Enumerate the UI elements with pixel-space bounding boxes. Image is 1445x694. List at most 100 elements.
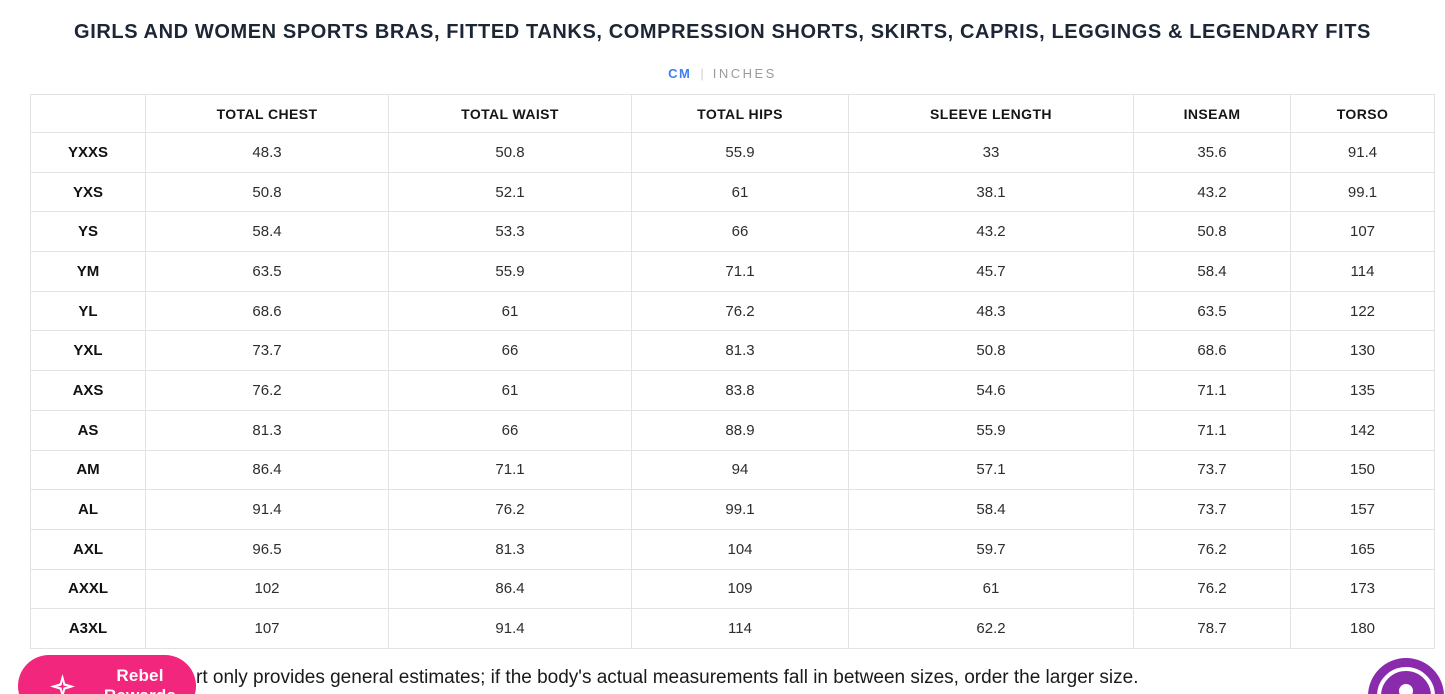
- measurement-cell: 66: [388, 409, 632, 451]
- measurement-cell: 50.8: [1133, 211, 1291, 253]
- measurement-cell: 78.7: [1133, 608, 1291, 649]
- measurement-cell: 157: [1290, 489, 1435, 530]
- size-chart-table: TOTAL CHEST TOTAL WAIST TOTAL HIPS SLEEVE L…: [30, 94, 1435, 649]
- measurement-cell: 107: [1290, 211, 1435, 253]
- size-label: YXXS: [30, 132, 146, 173]
- size-label: AS: [30, 409, 146, 451]
- size-note-text: rt only provides general estimates; if t…: [196, 667, 1139, 688]
- measurement-cell: 107: [145, 608, 389, 649]
- size-label: YM: [30, 251, 146, 292]
- size-label: AXXL: [30, 568, 146, 610]
- measurement-cell: 102: [145, 568, 389, 610]
- unit-option-cm[interactable]: CM: [668, 66, 692, 81]
- measurement-cell: 180: [1290, 608, 1435, 649]
- measurement-cell: 57.1: [848, 449, 1134, 491]
- measurement-cell: 114: [1290, 251, 1435, 292]
- accessibility-widget-button[interactable]: [1368, 658, 1444, 694]
- size-label: AL: [30, 489, 146, 530]
- measurement-cell: 99.1: [1290, 171, 1435, 213]
- measurement-cell: 58.4: [145, 211, 389, 253]
- measurement-cell: 55.9: [388, 251, 632, 292]
- measurement-cell: 43.2: [1133, 171, 1291, 213]
- table-row: AL 91.4 76.2 99.1 58.4 73.7 157: [30, 489, 1435, 530]
- accessibility-person-icon: [1368, 658, 1444, 694]
- measurement-cell: 71.1: [1133, 370, 1291, 411]
- measurement-cell: 71.1: [388, 449, 632, 491]
- size-label: YXL: [30, 330, 146, 372]
- table-row: AXXL 102 86.4 109 61 76.2 173: [30, 568, 1435, 610]
- rebel-rewards-button[interactable]: Rebel Rewards: [18, 655, 196, 694]
- measurement-cell: 35.6: [1133, 132, 1291, 173]
- measurement-cell: 76.2: [631, 290, 849, 332]
- measurement-cell: 50.8: [145, 171, 389, 213]
- table-row: YL 68.6 61 76.2 48.3 63.5 122: [30, 290, 1435, 332]
- column-header: INSEAM: [1133, 94, 1291, 133]
- measurement-cell: 76.2: [1133, 528, 1291, 570]
- measurement-cell: 63.5: [1133, 290, 1291, 332]
- table-row: YS 58.4 53.3 66 43.2 50.8 107: [30, 211, 1435, 253]
- measurement-cell: 76.2: [145, 370, 389, 411]
- measurement-cell: 48.3: [848, 290, 1134, 332]
- measurement-cell: 91.4: [145, 489, 389, 530]
- table-row: AXS 76.2 61 83.8 54.6 71.1 135: [30, 370, 1435, 411]
- measurement-cell: 130: [1290, 330, 1435, 372]
- size-label: A3XL: [30, 608, 146, 649]
- page-title: GIRLS AND WOMEN SPORTS BRAS, FITTED TANK…: [74, 21, 1371, 43]
- measurement-cell: 99.1: [631, 489, 849, 530]
- measurement-cell: 86.4: [145, 449, 389, 491]
- measurement-cell: 43.2: [848, 211, 1134, 253]
- measurement-cell: 54.6: [848, 370, 1134, 411]
- table-row: AS 81.3 66 88.9 55.9 71.1 142: [30, 409, 1435, 451]
- table-row: YM 63.5 55.9 71.1 45.7 58.4 114: [30, 251, 1435, 292]
- table-row: AXL 96.5 81.3 104 59.7 76.2 165: [30, 528, 1435, 570]
- measurement-cell: 66: [631, 211, 849, 253]
- column-header: TORSO: [1290, 94, 1435, 133]
- size-label: AM: [30, 449, 146, 491]
- measurement-cell: 96.5: [145, 528, 389, 570]
- measurement-cell: 81.3: [145, 409, 389, 451]
- measurement-cell: 91.4: [1290, 132, 1435, 173]
- measurement-cell: 142: [1290, 409, 1435, 451]
- measurement-cell: 58.4: [1133, 251, 1291, 292]
- measurement-cell: 173: [1290, 568, 1435, 610]
- measurement-cell: 68.6: [1133, 330, 1291, 372]
- table-row: YXS 50.8 52.1 61 38.1 43.2 99.1: [30, 171, 1435, 213]
- measurement-cell: 114: [631, 608, 849, 649]
- measurement-cell: 55.9: [848, 409, 1134, 451]
- table-row: YXL 73.7 66 81.3 50.8 68.6 130: [30, 330, 1435, 372]
- measurement-cell: 59.7: [848, 528, 1134, 570]
- measurement-cell: 62.2: [848, 608, 1134, 649]
- unit-toggle-separator: |: [700, 66, 704, 81]
- measurement-cell: 150: [1290, 449, 1435, 491]
- sparkle-star-icon: [50, 673, 75, 694]
- measurement-cell: 109: [631, 568, 849, 610]
- measurement-cell: 55.9: [631, 132, 849, 173]
- table-row: YXXS 48.3 50.8 55.9 33 35.6 91.4: [30, 132, 1435, 173]
- measurement-cell: 66: [388, 330, 632, 372]
- measurement-cell: 58.4: [848, 489, 1134, 530]
- measurement-cell: 73.7: [145, 330, 389, 372]
- measurement-cell: 73.7: [1133, 489, 1291, 530]
- measurement-cell: 53.3: [388, 211, 632, 253]
- measurement-cell: 81.3: [388, 528, 632, 570]
- rewards-button-label: Rebel Rewards: [104, 666, 176, 694]
- measurement-cell: 71.1: [1133, 409, 1291, 451]
- measurement-cell: 76.2: [1133, 568, 1291, 610]
- size-label: YL: [30, 290, 146, 332]
- measurement-cell: 71.1: [631, 251, 849, 292]
- size-label: AXS: [30, 370, 146, 411]
- measurement-cell: 45.7: [848, 251, 1134, 292]
- measurement-cell: 38.1: [848, 171, 1134, 213]
- measurement-cell: 48.3: [145, 132, 389, 173]
- measurement-cell: 76.2: [388, 489, 632, 530]
- measurement-cell: 104: [631, 528, 849, 570]
- measurement-cell: 135: [1290, 370, 1435, 411]
- size-label: YS: [30, 211, 146, 253]
- measurement-cell: 52.1: [388, 171, 632, 213]
- measurement-cell: 81.3: [631, 330, 849, 372]
- measurement-cell: 88.9: [631, 409, 849, 451]
- measurement-cell: 50.8: [388, 132, 632, 173]
- column-header: TOTAL WAIST: [388, 94, 632, 133]
- size-column-header: [30, 94, 146, 133]
- unit-option-inches[interactable]: INCHES: [712, 66, 777, 81]
